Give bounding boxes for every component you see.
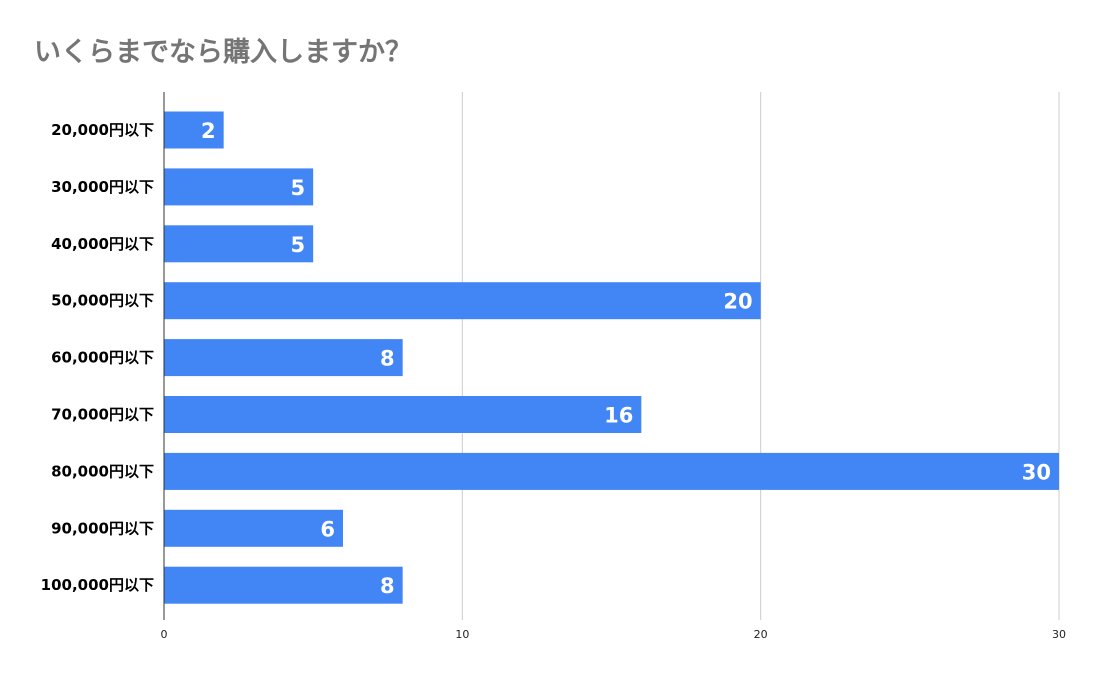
data-label: 5 xyxy=(291,233,306,257)
data-label: 20 xyxy=(723,290,752,314)
gridlines xyxy=(462,92,1059,620)
category-label: 100,000円以下 xyxy=(41,576,154,594)
x-tick-label: 30 xyxy=(1052,628,1066,641)
data-label: 8 xyxy=(380,347,395,371)
data-label: 16 xyxy=(604,404,633,428)
data-label: 30 xyxy=(1022,460,1051,484)
data-label: 2 xyxy=(201,119,216,143)
category-label: 70,000円以下 xyxy=(51,406,154,424)
category-label: 80,000円以下 xyxy=(51,462,154,480)
category-label: 30,000円以下 xyxy=(51,178,154,196)
x-tick-label: 10 xyxy=(455,628,469,641)
category-label: 50,000円以下 xyxy=(51,292,154,310)
data-label: 8 xyxy=(380,574,395,598)
bar xyxy=(164,339,403,376)
x-tick-label: 20 xyxy=(754,628,768,641)
bar xyxy=(164,453,1059,490)
x-tick-label: 0 xyxy=(161,628,168,641)
category-label: 20,000円以下 xyxy=(51,121,154,139)
bar xyxy=(164,510,343,547)
category-label: 40,000円以下 xyxy=(51,235,154,253)
bar xyxy=(164,396,641,433)
category-label: 60,000円以下 xyxy=(51,349,154,367)
bar xyxy=(164,567,403,604)
data-label: 5 xyxy=(291,176,306,200)
category-label: 90,000円以下 xyxy=(51,519,154,537)
bar xyxy=(164,282,761,319)
data-label: 6 xyxy=(320,517,335,541)
